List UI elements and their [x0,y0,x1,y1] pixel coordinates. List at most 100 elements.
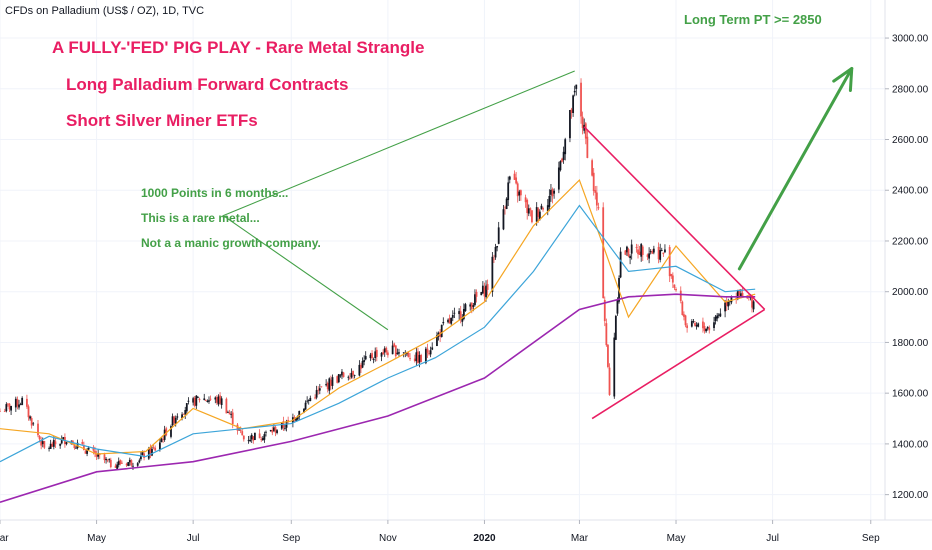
candle-body [485,285,487,298]
candle-body [185,403,188,412]
candle-body [160,438,163,443]
candle-body [128,459,131,463]
candle-body [730,296,733,303]
candle-body [198,398,201,401]
candle-body [73,443,76,449]
candle-body [5,404,8,412]
candle-body [162,438,164,440]
candle-body [52,440,55,447]
candle-body [659,250,662,260]
candle-body [326,382,329,390]
y-tick-label: 3000.00 [892,34,929,45]
candle-body [306,400,309,402]
candle-body [426,348,429,353]
candle-body [580,82,582,117]
candle-body [92,447,95,451]
candle-body [440,324,443,337]
candle-body [516,183,519,197]
candle-body [108,458,111,460]
candle-body [738,289,741,296]
candle-body [595,192,598,206]
candle-body [649,251,652,253]
candle-body [692,321,695,322]
candle-body [81,442,84,444]
candle-body [231,412,234,424]
time-axis[interactable]: Mar May Jul Sep Nov 2020 Mar May Jul Sep [0,520,880,544]
candle-body [119,460,122,465]
candle-body [472,305,475,307]
candle-body [605,323,608,346]
candle-body [531,210,533,223]
candle-body [196,397,199,398]
candle-body [182,413,185,415]
candle-body [736,289,739,300]
candle-body [629,256,632,259]
green-line-2-line [223,70,575,217]
x-tick-label: Jul [766,533,779,544]
candle-body [603,300,606,322]
moving-averages [0,179,756,503]
candle-body [147,448,150,459]
candle-body [38,436,41,440]
candle-body [546,205,549,212]
candle-body [740,293,742,298]
candle-body [341,371,343,376]
candle-body [136,463,139,466]
candle-body [298,411,301,417]
price-axis[interactable]: 1200.00 1400.00 1600.00 1800.00 2000.00 2200.… [885,34,929,502]
candle-body [149,446,152,455]
candle-body [239,429,242,431]
candle-body [271,429,274,433]
x-tick-label: Sep [862,533,880,544]
candle-body [652,248,655,253]
x-tick-label: Jul [187,533,200,544]
candle-body [535,207,538,222]
candle-body [431,347,434,350]
candle-body [686,325,689,328]
green-line-1-line [222,215,389,331]
candle-body [170,426,172,437]
candle-body [524,197,527,203]
candle-body [616,300,619,314]
candle-body [187,400,190,402]
candle-body [253,432,256,441]
candle-body [284,427,286,429]
trend-drawings [222,66,854,420]
candle-body [651,251,654,254]
candle-body [117,461,120,466]
candle-body [287,420,290,422]
candle-body [247,440,250,442]
x-tick-label: 2020 [473,533,496,544]
candle-body [670,273,673,277]
candle-body [561,158,563,162]
candle-body [265,431,267,433]
candle-body [480,292,483,296]
candle-body [486,284,489,290]
candle-body [95,453,98,457]
candle-body [519,190,522,196]
candle-body [121,462,123,464]
candle-body [342,372,345,378]
candle-body [48,448,50,449]
candle-body [635,247,638,248]
candle-body [592,172,595,192]
candle-body [461,317,464,322]
y-tick-label: 1200.00 [892,490,929,501]
candle-body [470,302,473,310]
candle-body [329,379,332,386]
note-line-1: 1000 Points in 6 months... [141,186,289,200]
candle-body [18,404,20,408]
candle-body [75,447,77,449]
y-tick-label: 2400.00 [892,186,929,197]
candle-body [385,347,388,353]
candle-body [703,326,706,331]
x-tick-label: Mar [571,533,589,544]
candle-body [114,465,117,468]
candle-body [206,400,209,403]
candle-body [339,375,342,377]
x-tick-label: May [87,533,106,544]
candle-body [230,414,233,416]
candle-body [29,416,31,419]
y-tick-label: 2800.00 [892,84,929,95]
